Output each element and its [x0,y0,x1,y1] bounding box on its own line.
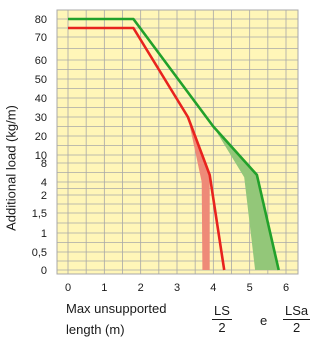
y-tick-label: 70 [35,32,47,44]
y-tick-label: 10 [35,150,47,162]
formula-right-numerator: LSa [283,303,311,320]
x-tick-label: 1 [101,282,107,294]
y-tick-label: 0,5 [32,247,47,259]
formula-connector: e [260,313,268,328]
x-tick-label: 6 [283,282,289,294]
tolerance-bands [187,117,279,270]
y-tick-label: 40 [35,93,47,105]
x-axis-label-line2: length (m) [66,322,125,337]
formula-left-numerator: LS [212,303,232,320]
x-axis-label-line1: Max unsupported [66,301,167,316]
band-series-1 [187,117,210,270]
formula-left-denominator: 2 [218,320,226,335]
x-tick-labels: 0 1 2 3 4 5 6 [65,282,289,294]
y-tick-label: 4 [41,177,47,189]
plot-frame [56,9,299,275]
x-tick-label: 3 [174,282,180,294]
band-series-2 [213,126,279,270]
y-tick-label: 80 [35,14,47,26]
formula-right-denominator: 2 [292,320,301,335]
y-axis-label: Additional load (kg/m) [3,105,19,231]
formula-right-fraction: LSa 2 [283,303,311,336]
y-tick-label: 2 [41,190,47,202]
line-series-2 [68,17,280,271]
x-tick-label: 0 [65,282,71,294]
x-tick-label: 4 [210,282,216,294]
x-tick-label: 5 [247,282,253,294]
y-tick-label: 50 [35,74,47,86]
y-tick-label: 8 [41,158,47,170]
y-tick-label: 0 [41,265,47,277]
line-series-1 [68,26,226,271]
formula-left-fraction: LS 2 [212,303,232,336]
y-tick-label: 30 [35,112,47,124]
y-tick-labels: 0 0,5 1 1,5 24 810 20 30 40 50 60 70 80 [32,14,47,277]
x-tick-label: 2 [138,282,144,294]
y-tick-label: 20 [35,131,47,143]
y-tick-label: 60 [35,55,47,67]
series-lines [68,17,280,271]
y-tick-label: 1 [41,228,47,240]
y-tick-label: 1,5 [32,208,47,220]
